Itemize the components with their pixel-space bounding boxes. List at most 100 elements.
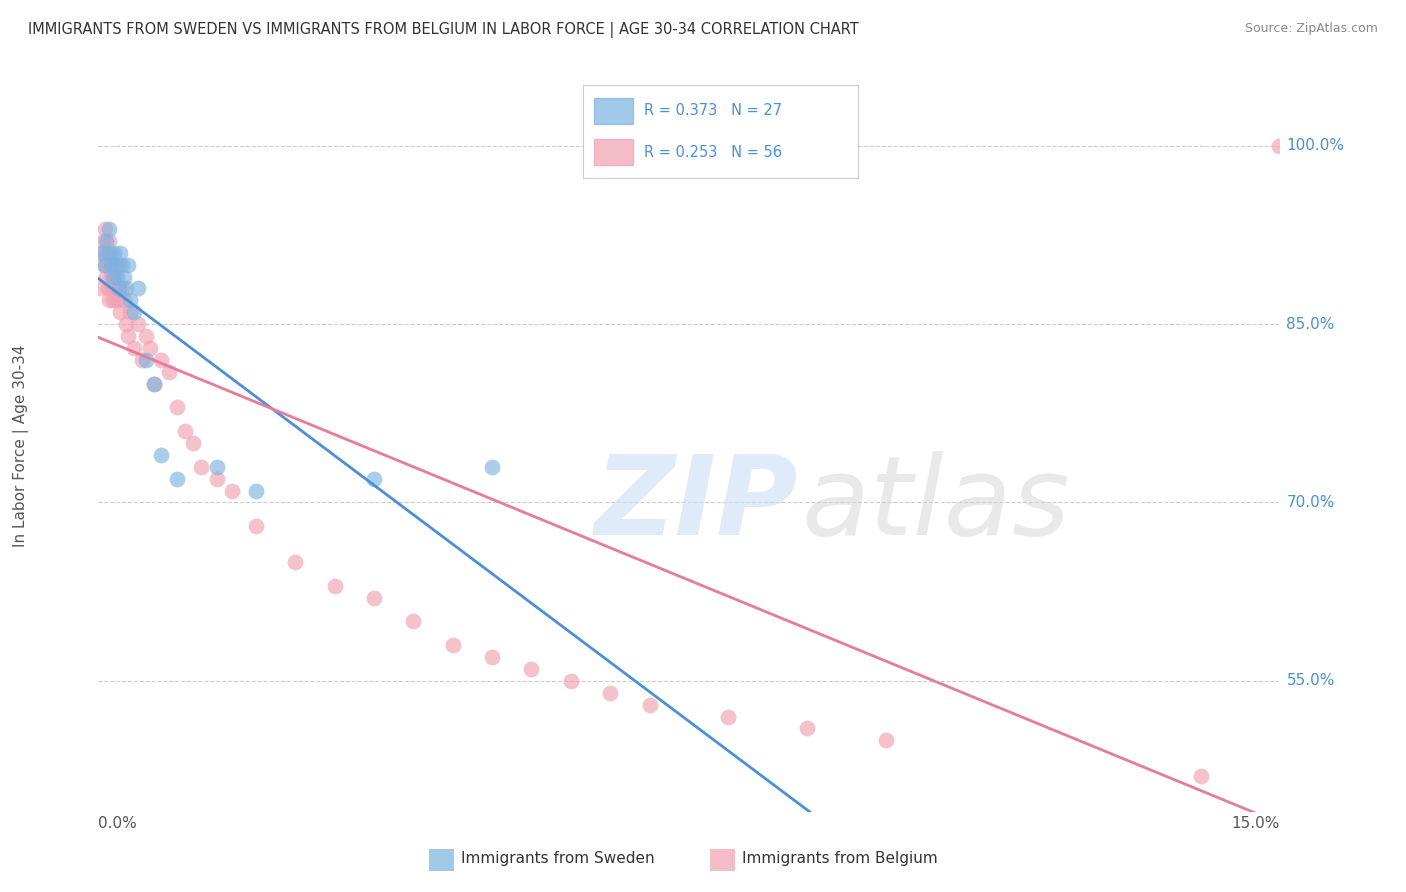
Point <box>245 519 267 533</box>
Point <box>108 281 131 295</box>
Text: atlas: atlas <box>801 451 1070 558</box>
Point <box>117 329 139 343</box>
Point <box>190 459 212 474</box>
Point <box>131 352 153 367</box>
Point <box>205 459 228 474</box>
Point <box>135 352 157 367</box>
Point <box>97 234 120 248</box>
Text: Immigrants from Belgium: Immigrants from Belgium <box>742 851 938 865</box>
Point <box>96 258 118 272</box>
Point <box>94 269 117 284</box>
Point <box>115 317 138 331</box>
Point <box>481 650 503 665</box>
Point <box>122 305 145 319</box>
Point <box>112 269 135 284</box>
Point <box>363 472 385 486</box>
Text: 0.0%: 0.0% <box>98 816 138 831</box>
Point <box>174 424 197 438</box>
Point <box>135 329 157 343</box>
Point <box>93 258 115 272</box>
Point <box>284 555 307 569</box>
Point <box>97 281 120 295</box>
Point <box>142 376 165 391</box>
Point <box>796 722 818 736</box>
Text: 55.0%: 55.0% <box>1286 673 1334 689</box>
Point <box>181 436 204 450</box>
Point <box>127 317 149 331</box>
Point <box>111 258 134 272</box>
Point <box>101 269 124 284</box>
Point <box>104 258 127 272</box>
Point <box>98 293 121 308</box>
Point <box>91 245 114 260</box>
Point <box>93 222 115 236</box>
Point <box>100 269 122 284</box>
Point <box>98 222 121 236</box>
Point <box>323 579 346 593</box>
Text: Immigrants from Sweden: Immigrants from Sweden <box>461 851 655 865</box>
Point <box>138 341 160 355</box>
Point <box>110 245 132 260</box>
Point <box>157 365 180 379</box>
Point <box>96 245 118 260</box>
Point <box>402 615 425 629</box>
Point <box>115 281 138 295</box>
Point <box>100 258 122 272</box>
Point <box>110 305 132 319</box>
Point <box>104 281 127 295</box>
Point <box>98 245 121 260</box>
Point <box>1268 138 1291 153</box>
Text: R = 0.253   N = 56: R = 0.253 N = 56 <box>644 145 782 160</box>
Point <box>103 245 125 260</box>
Point <box>101 281 124 295</box>
Point <box>103 269 125 284</box>
Text: 15.0%: 15.0% <box>1232 816 1279 831</box>
Point <box>205 472 228 486</box>
Point <box>117 258 139 272</box>
Point <box>638 698 661 712</box>
Text: Source: ZipAtlas.com: Source: ZipAtlas.com <box>1244 22 1378 36</box>
Point <box>91 234 114 248</box>
Point <box>166 472 188 486</box>
Point <box>91 245 114 260</box>
Point <box>363 591 385 605</box>
Text: ZIP: ZIP <box>595 451 799 558</box>
Point <box>1189 769 1212 783</box>
Point <box>166 401 188 415</box>
Point <box>150 448 173 462</box>
Bar <box>595 139 633 165</box>
Point <box>875 733 897 747</box>
Point <box>599 686 621 700</box>
Point <box>96 234 118 248</box>
Point <box>101 258 124 272</box>
Point <box>520 662 543 676</box>
Point <box>481 459 503 474</box>
Text: 100.0%: 100.0% <box>1286 138 1344 153</box>
Point <box>90 281 112 295</box>
Point <box>105 269 128 284</box>
Point <box>97 245 120 260</box>
Point <box>111 281 134 295</box>
Point <box>105 293 128 308</box>
Point <box>127 281 149 295</box>
Point <box>122 341 145 355</box>
Point <box>118 305 141 319</box>
Point <box>245 483 267 498</box>
Point <box>112 293 135 308</box>
Point <box>717 709 740 723</box>
Point <box>441 638 464 652</box>
Point <box>118 293 141 308</box>
Text: 85.0%: 85.0% <box>1286 317 1334 332</box>
Text: R = 0.373   N = 27: R = 0.373 N = 27 <box>644 103 782 119</box>
Point <box>560 673 582 688</box>
Point <box>221 483 243 498</box>
Text: 70.0%: 70.0% <box>1286 495 1334 510</box>
Point <box>150 352 173 367</box>
Point <box>103 293 125 308</box>
Point <box>93 258 115 272</box>
Bar <box>595 98 633 124</box>
Text: In Labor Force | Age 30-34: In Labor Force | Age 30-34 <box>13 344 30 548</box>
Point <box>108 258 131 272</box>
Point <box>142 376 165 391</box>
Text: IMMIGRANTS FROM SWEDEN VS IMMIGRANTS FROM BELGIUM IN LABOR FORCE | AGE 30-34 COR: IMMIGRANTS FROM SWEDEN VS IMMIGRANTS FRO… <box>28 22 859 38</box>
